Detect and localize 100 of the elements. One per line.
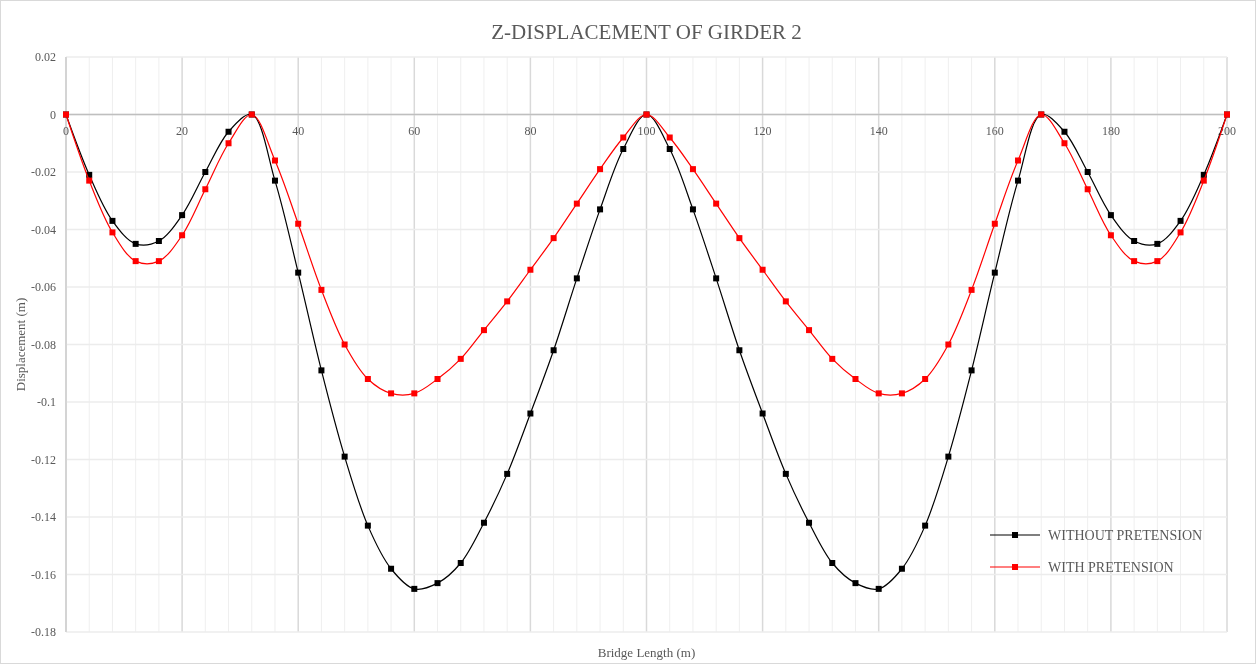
point <box>597 166 604 173</box>
y-tick-label: -0.14 <box>31 510 56 524</box>
point <box>852 376 859 382</box>
y-tick-label: -0.16 <box>31 567 56 582</box>
point <box>179 232 186 239</box>
point <box>155 238 162 244</box>
x-tick-label: 20 <box>176 123 189 138</box>
x-tick-label: 40 <box>292 123 305 138</box>
point <box>1200 177 1207 184</box>
point <box>852 580 859 587</box>
point <box>388 390 395 397</box>
legend-label: WITH PRETENSION <box>1048 560 1174 575</box>
y-tick-label: -0.18 <box>31 625 56 639</box>
point <box>364 376 371 382</box>
point <box>1084 186 1091 193</box>
point <box>341 453 348 460</box>
point <box>295 269 302 276</box>
point <box>179 212 186 219</box>
x-tick-label: 140 <box>869 123 888 138</box>
point <box>1061 128 1068 135</box>
point <box>759 410 766 417</box>
legend-label: WITHOUT PRETENSION <box>1048 528 1203 543</box>
point <box>527 410 534 417</box>
point <box>666 134 673 141</box>
y-axis-title: Displacement (m) <box>13 297 28 392</box>
point <box>1107 212 1114 219</box>
x-axis-title: Bridge Length (m) <box>597 645 696 660</box>
point <box>829 355 836 362</box>
point <box>759 266 766 273</box>
y-tick-label: -0.08 <box>31 337 56 352</box>
point <box>155 258 162 265</box>
point <box>573 275 580 282</box>
point <box>1131 238 1138 244</box>
point <box>666 146 673 152</box>
x-tick-label: 60 <box>408 123 421 138</box>
point <box>922 376 929 382</box>
point <box>1015 157 1022 164</box>
point <box>504 470 511 477</box>
point <box>202 186 209 193</box>
point <box>527 266 534 273</box>
point <box>225 128 232 135</box>
point <box>457 560 464 566</box>
x-tick-label: 180 <box>1101 123 1120 138</box>
point <box>1131 258 1138 265</box>
point <box>550 235 557 242</box>
point <box>550 347 557 354</box>
point <box>806 327 813 334</box>
point <box>318 367 325 374</box>
point <box>829 560 836 566</box>
point <box>295 220 302 227</box>
point <box>597 206 604 213</box>
point <box>782 470 789 477</box>
point <box>271 177 278 184</box>
y-tick-label: -0.02 <box>31 165 56 179</box>
point <box>1154 240 1161 247</box>
point <box>968 286 975 293</box>
point <box>1084 169 1091 175</box>
point <box>945 341 952 348</box>
point <box>620 134 627 141</box>
x-tick-label: 120 <box>753 123 772 138</box>
point <box>991 220 998 227</box>
point <box>806 519 813 526</box>
y-tick-label: -0.06 <box>31 280 56 294</box>
point <box>1107 232 1114 239</box>
point <box>922 522 929 529</box>
point <box>434 376 441 382</box>
point <box>318 286 325 293</box>
point <box>480 519 487 526</box>
point <box>225 140 232 147</box>
y-tick-label: -0.12 <box>31 452 56 467</box>
point <box>434 580 441 587</box>
point <box>713 275 720 282</box>
point <box>132 240 139 247</box>
point <box>109 217 116 224</box>
point <box>573 200 580 207</box>
x-tick-label: 160 <box>985 123 1004 138</box>
point <box>1061 140 1068 147</box>
point <box>1154 258 1161 265</box>
point <box>271 157 278 164</box>
point <box>1177 229 1184 236</box>
point <box>202 169 209 175</box>
point <box>504 298 511 305</box>
point <box>898 565 905 572</box>
y-tick-label: 0.02 <box>35 50 56 64</box>
point <box>457 355 464 362</box>
point <box>86 177 93 184</box>
point <box>689 206 696 213</box>
point <box>736 347 743 354</box>
point <box>109 229 116 236</box>
point <box>388 565 395 572</box>
point <box>945 453 952 460</box>
point <box>341 341 348 348</box>
point <box>875 390 882 397</box>
point <box>480 327 487 334</box>
point <box>736 235 743 242</box>
point <box>689 166 696 173</box>
point <box>968 367 975 374</box>
point <box>875 585 882 592</box>
point <box>364 522 371 529</box>
point <box>411 585 418 592</box>
